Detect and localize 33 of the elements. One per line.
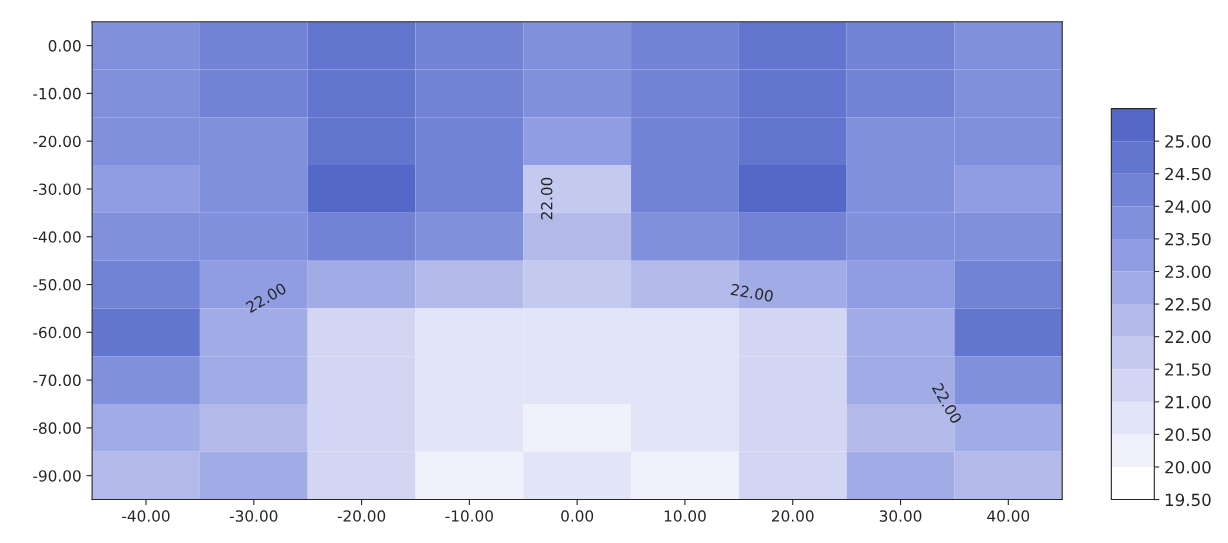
color-bar-label: 20.00 xyxy=(1165,460,1211,474)
annotation: 22.00 xyxy=(730,283,774,303)
color-bar-label: 22.50 xyxy=(1165,298,1211,311)
color-bar-label: 22.00 xyxy=(1165,330,1211,344)
y-tick-label: -50.00 xyxy=(33,279,81,291)
x-tick-label: -10.00 xyxy=(445,510,493,522)
x-tick-label: 20.00 xyxy=(771,510,814,522)
color-bar-label: 19.50 xyxy=(1165,493,1211,507)
x-tick-label: -40.00 xyxy=(122,510,170,522)
y-tick-label: -10.00 xyxy=(33,87,81,100)
color-bar-label: 21.00 xyxy=(1165,395,1211,409)
color-bar-label: 25.00 xyxy=(1165,135,1211,148)
x-tick-label: -30.00 xyxy=(229,510,278,522)
y-tick-label: 0.00 xyxy=(48,40,81,52)
color-bar-label: 24.50 xyxy=(1165,167,1211,181)
y-tick-label: -30.00 xyxy=(33,183,81,195)
color-bar-label: 20.50 xyxy=(1165,428,1211,441)
color-bar-label: 23.50 xyxy=(1165,232,1211,246)
color-bar-label: 23.00 xyxy=(1165,265,1211,279)
annotation: 22.00 xyxy=(540,177,553,220)
x-tick-label: 0.00 xyxy=(561,510,594,522)
y-tick-label: -60.00 xyxy=(33,326,81,339)
x-tick-label: -20.00 xyxy=(337,510,386,522)
x-tick-label: 30.00 xyxy=(879,510,922,522)
color-bar-label: 21.50 xyxy=(1165,363,1211,376)
y-tick-label: -70.00 xyxy=(33,374,81,387)
y-tick-label: -40.00 xyxy=(33,231,81,243)
y-tick-label: -90.00 xyxy=(33,470,81,482)
y-tick-label: -20.00 xyxy=(33,135,81,148)
x-tick-label: 10.00 xyxy=(664,510,706,522)
x-tick-label: 40.00 xyxy=(987,510,1030,522)
y-tick-label: -80.00 xyxy=(33,422,81,434)
color-bar-label: 24.00 xyxy=(1165,200,1211,213)
